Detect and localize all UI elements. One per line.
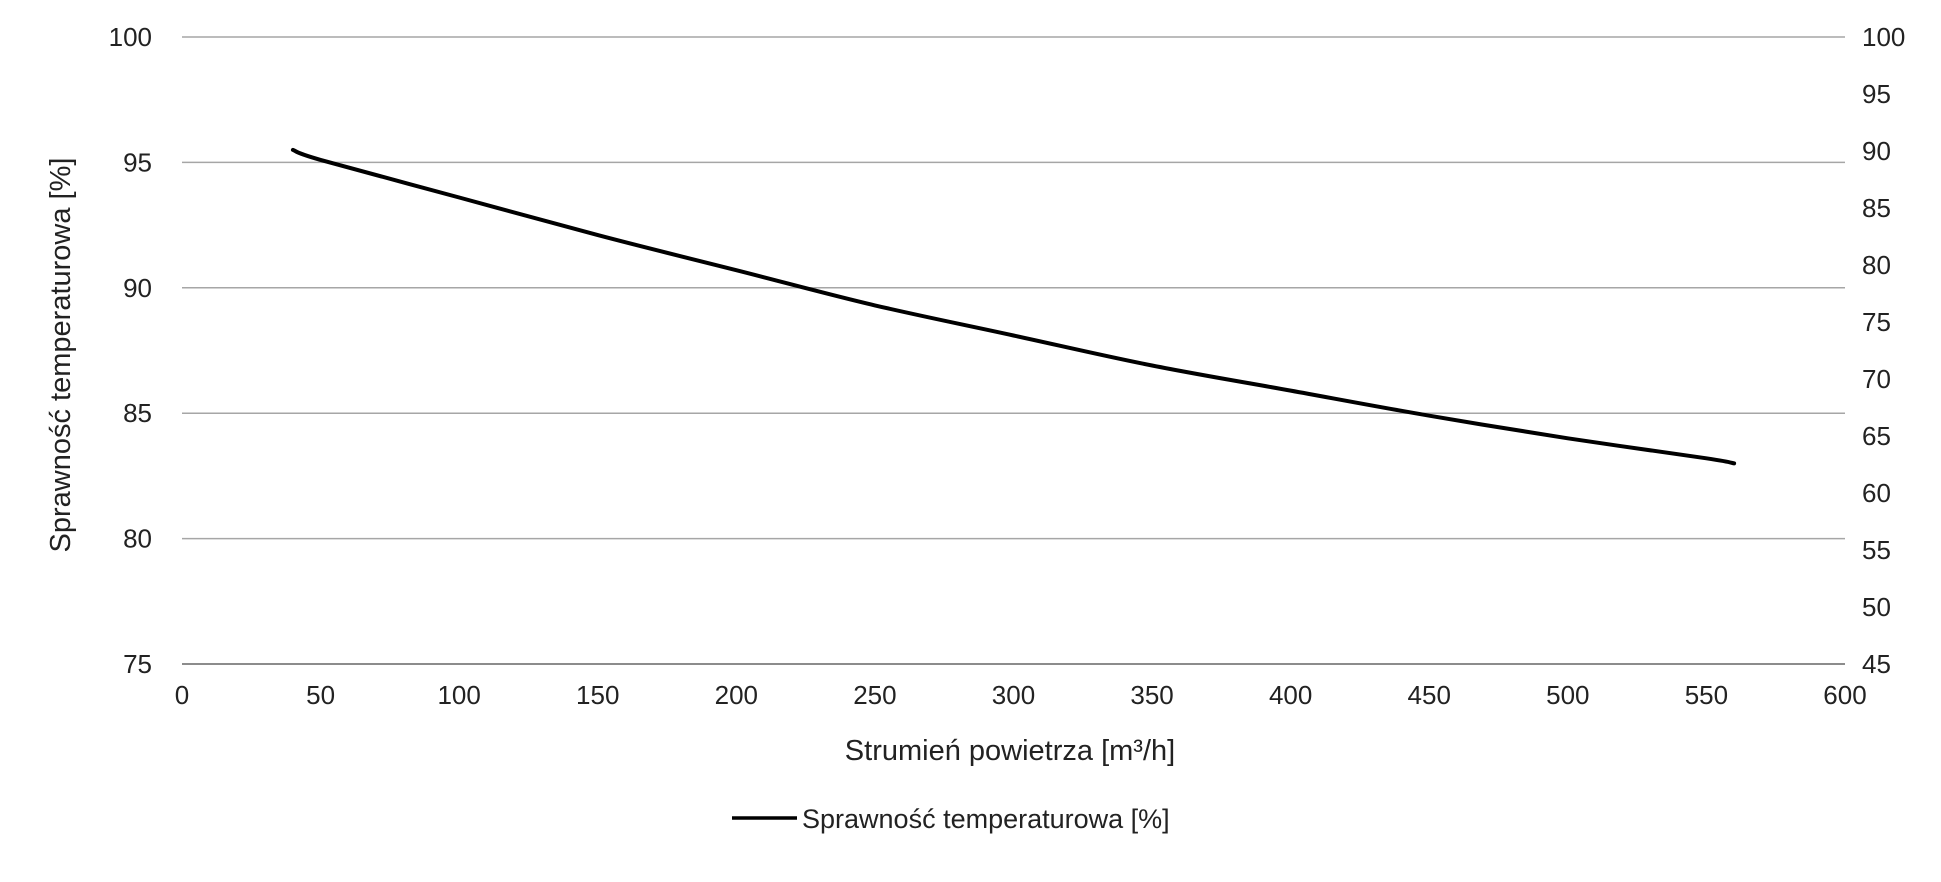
series-line — [290, 147, 1737, 466]
y-tick-label: 80 — [123, 524, 152, 554]
y-axis-ticks: 75 80 85 90 95 100 — [109, 22, 152, 679]
y2-tick-label: 80 — [1862, 250, 1891, 280]
series-lines — [290, 147, 1737, 466]
y2-tick-label: 85 — [1862, 193, 1891, 223]
x-tick-label: 150 — [576, 680, 619, 710]
y2-tick-label: 70 — [1862, 364, 1891, 394]
x-tick-label: 500 — [1546, 680, 1589, 710]
x-tick-label: 400 — [1269, 680, 1312, 710]
y2-axis-ticks: 45 50 55 60 65 70 75 80 85 90 95 100 — [1862, 22, 1905, 679]
x-tick-label: 550 — [1685, 680, 1728, 710]
y-tick-label: 75 — [123, 649, 152, 679]
y-tick-label: 95 — [123, 147, 152, 177]
x-axis-title: Strumień powietrza [m³/h] — [845, 735, 1175, 767]
x-axis-ticks: 0 50 100 150 200 250 300 350 400 450 500 550 600 — [175, 680, 1867, 710]
y2-tick-label: 60 — [1862, 478, 1891, 508]
legend-label: Sprawność temperaturowa [%] — [802, 804, 1170, 834]
y-axis-title: Sprawność temperaturowa [%] — [45, 158, 77, 553]
x-tick-label: 100 — [437, 680, 480, 710]
x-tick-label: 350 — [1130, 680, 1173, 710]
y2-tick-label: 100 — [1862, 22, 1905, 52]
x-tick-label: 450 — [1408, 680, 1451, 710]
y2-tick-label: 45 — [1862, 649, 1891, 679]
gridlines — [182, 36, 1845, 540]
y-tick-label: 90 — [123, 273, 152, 303]
y2-tick-label: 65 — [1862, 421, 1891, 451]
y-tick-label: 85 — [123, 398, 152, 428]
x-tick-label: 600 — [1823, 680, 1866, 710]
legend: Sprawność temperaturowa [%] — [732, 804, 1170, 834]
y-tick-label: 100 — [109, 22, 152, 52]
y2-tick-label: 90 — [1862, 136, 1891, 166]
x-tick-label: 250 — [853, 680, 896, 710]
x-tick-label: 300 — [992, 680, 1035, 710]
y2-tick-label: 95 — [1862, 79, 1891, 109]
x-tick-label: 0 — [175, 680, 189, 710]
y2-tick-label: 55 — [1862, 535, 1891, 565]
y2-tick-label: 75 — [1862, 307, 1891, 337]
x-tick-label: 50 — [306, 680, 335, 710]
y2-tick-label: 50 — [1862, 592, 1891, 622]
x-tick-label: 200 — [715, 680, 758, 710]
